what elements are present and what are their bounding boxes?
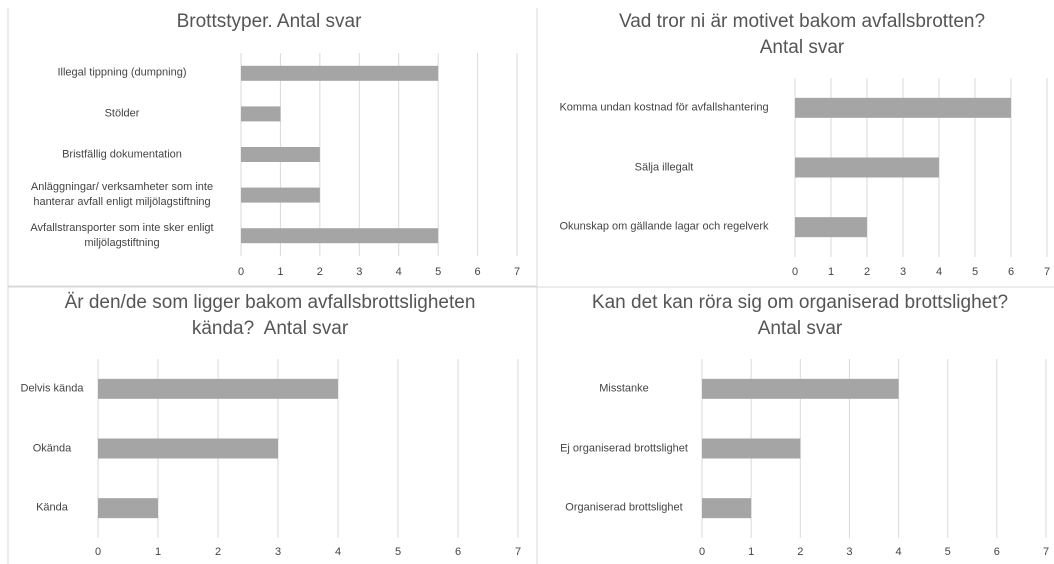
x-tick-label: 0 [698,546,706,558]
x-tick-label: 0 [791,266,799,278]
x-tick-label: 4 [895,546,902,558]
bar [241,106,281,122]
x-tick-label: 7 [1043,266,1051,278]
x-tick-label: 2 [863,266,871,278]
chart-title: kända? Antal svar [191,318,349,339]
x-tick-label: 7 [1042,546,1050,558]
x-tick-label: 5 [971,266,979,278]
x-tick-label: 2 [214,546,222,558]
x-tick-label: 0 [94,546,102,558]
y-tick-label: Misstanke [599,382,649,395]
y-tick-label: Okunskap om gällande lagar och regelverk [559,220,769,233]
x-tick-label: 5 [394,546,402,558]
bar [98,498,158,519]
bar [98,378,338,399]
x-tick-label: 3 [899,266,907,278]
x-tick-label: 4 [935,266,943,278]
chart-title: Antal svar [759,37,845,58]
x-tick-label: 3 [846,546,853,558]
x-tick-label: 6 [993,546,1000,558]
x-tick-label: 6 [1007,266,1015,278]
bar [795,217,867,238]
x-tick-label: 2 [797,546,804,558]
bar [702,378,899,399]
bar [702,498,752,519]
bar [98,438,278,459]
y-tick-label: Delvis kända [20,382,84,395]
x-tick-label: 7 [513,266,521,278]
y-tick-label: Illegal tippning (dumpning) [57,66,187,79]
x-tick-label: 6 [454,546,462,558]
y-tick-label: Stölder [104,107,140,120]
y-tick-label: Komma undan kostnad för avfallshantering [559,101,769,114]
y-tick-label: Ej organiserad brottslighet [560,442,688,454]
chart-title: Är den/de som ligger bakom avfallsbrotts… [64,292,476,313]
x-tick-label: 3 [356,266,363,278]
x-tick-label: 1 [748,546,755,558]
chart-title: Brottstyper. Antal svar [176,11,362,32]
x-tick-label: 2 [316,266,323,278]
y-tick-label: Organiserad brottslighet [565,501,683,514]
y-tick-label: Anläggningar/ verksamheter som inte hant… [30,181,214,209]
chart-title: Kan det kan röra sig om organiserad brot… [591,292,1009,313]
x-tick-label: 0 [237,266,245,278]
x-tick-label: 4 [334,546,342,558]
bar [795,97,1011,118]
y-tick-label: Avfallstransporter som inte sker enligt … [30,221,214,249]
bar [241,228,439,244]
x-tick-label: 7 [514,546,522,558]
bar [241,65,439,81]
y-tick-label: Kända [36,501,68,514]
x-tick-label: 5 [435,266,442,278]
chart-title: Vad tror ni är motivet bakom avfallsbrot… [618,11,986,32]
x-tick-label: 1 [154,546,162,558]
x-tick-label: 6 [474,266,481,278]
x-tick-label: 1 [277,266,284,278]
x-tick-label: 4 [395,266,402,278]
x-tick-label: 5 [944,546,951,558]
x-tick-label: 1 [827,266,835,278]
y-tick-label: Sälja illegalt [634,161,694,173]
bar [702,438,801,459]
bar [795,157,939,178]
bar [241,147,320,162]
y-tick-label: Bristfällig dokumentation [62,148,182,160]
bar [241,187,320,203]
x-tick-label: 3 [274,546,282,558]
chart-title: Antal svar [757,318,843,339]
y-tick-label: Okända [32,442,72,454]
